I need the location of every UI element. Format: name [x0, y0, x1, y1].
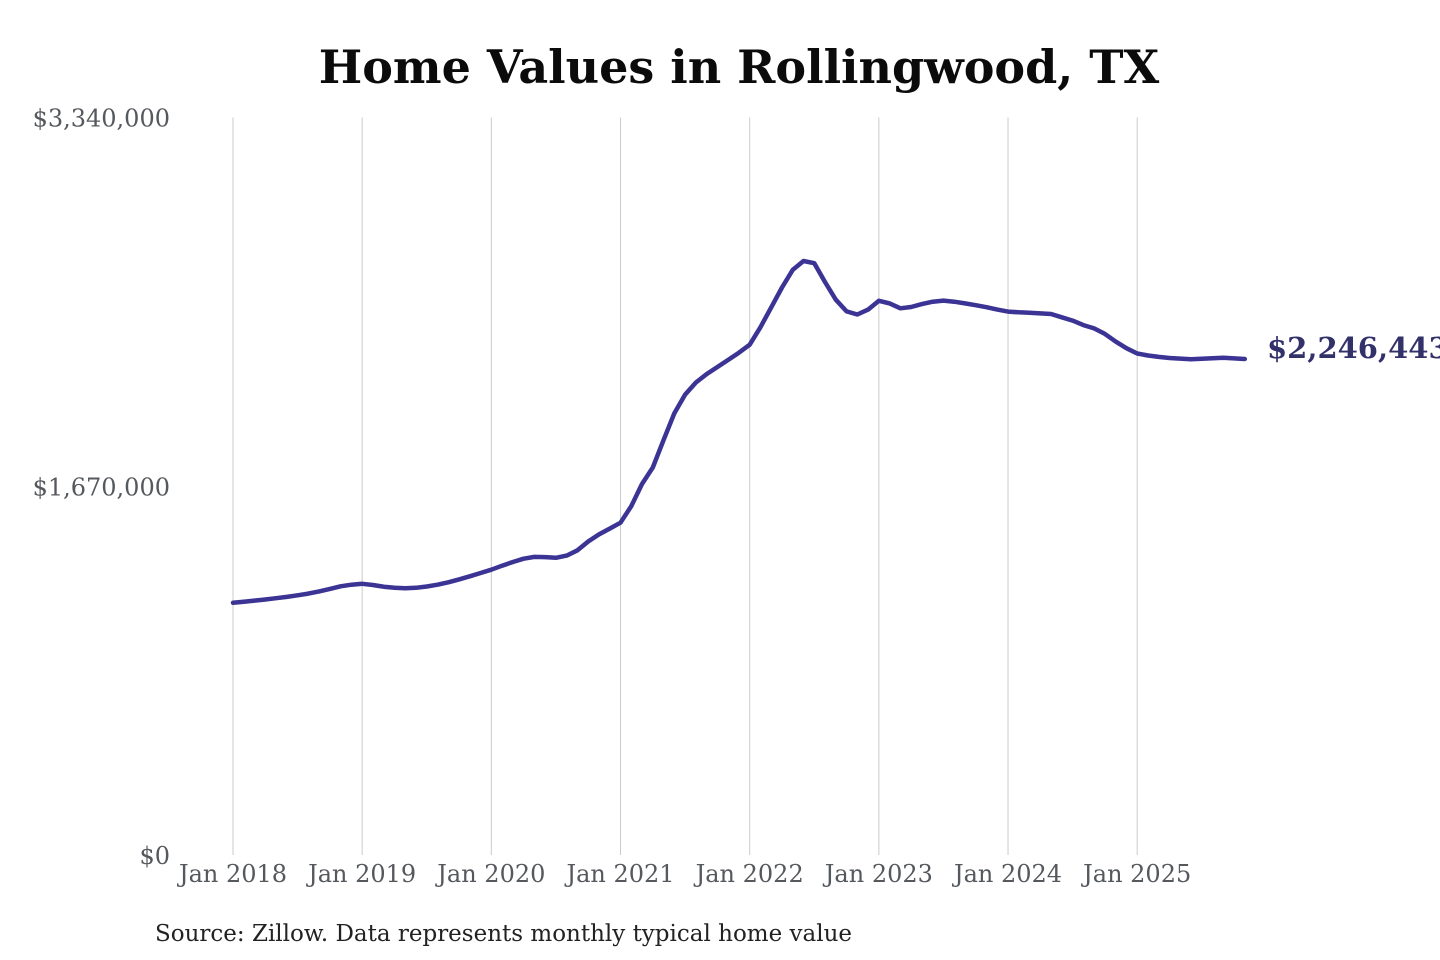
y-tick-label: $1,670,000 — [33, 473, 170, 501]
y-tick-label: $3,340,000 — [33, 105, 170, 133]
chart-title: Home Values in Rollingwood, TX — [319, 40, 1160, 94]
x-tick-label: Jan 2021 — [563, 860, 674, 888]
x-tick-label: Jan 2022 — [693, 860, 804, 888]
x-tick-label: Jan 2020 — [434, 860, 545, 888]
current-value-label: $2,246,443 — [1267, 331, 1440, 365]
y-axis-tick-labels: $0 $1,670,000 $3,340,000 — [33, 105, 170, 871]
vertical-gridlines — [232, 117, 1138, 855]
y-tick-label: $0 — [139, 842, 170, 870]
x-tick-label: Jan 2018 — [176, 860, 287, 888]
x-axis-tick-labels: Jan 2018 Jan 2019 Jan 2020 Jan 2021 Jan 2022… — [176, 860, 1191, 888]
source-note: Source: Zillow. Data represents monthly … — [155, 921, 852, 947]
x-tick-label: Jan 2023 — [822, 860, 933, 888]
home-value-series-line — [230, 258, 1248, 606]
x-tick-label: Jan 2019 — [305, 860, 416, 888]
x-tick-label: Jan 2024 — [951, 860, 1062, 888]
x-tick-label: Jan 2025 — [1080, 860, 1191, 888]
